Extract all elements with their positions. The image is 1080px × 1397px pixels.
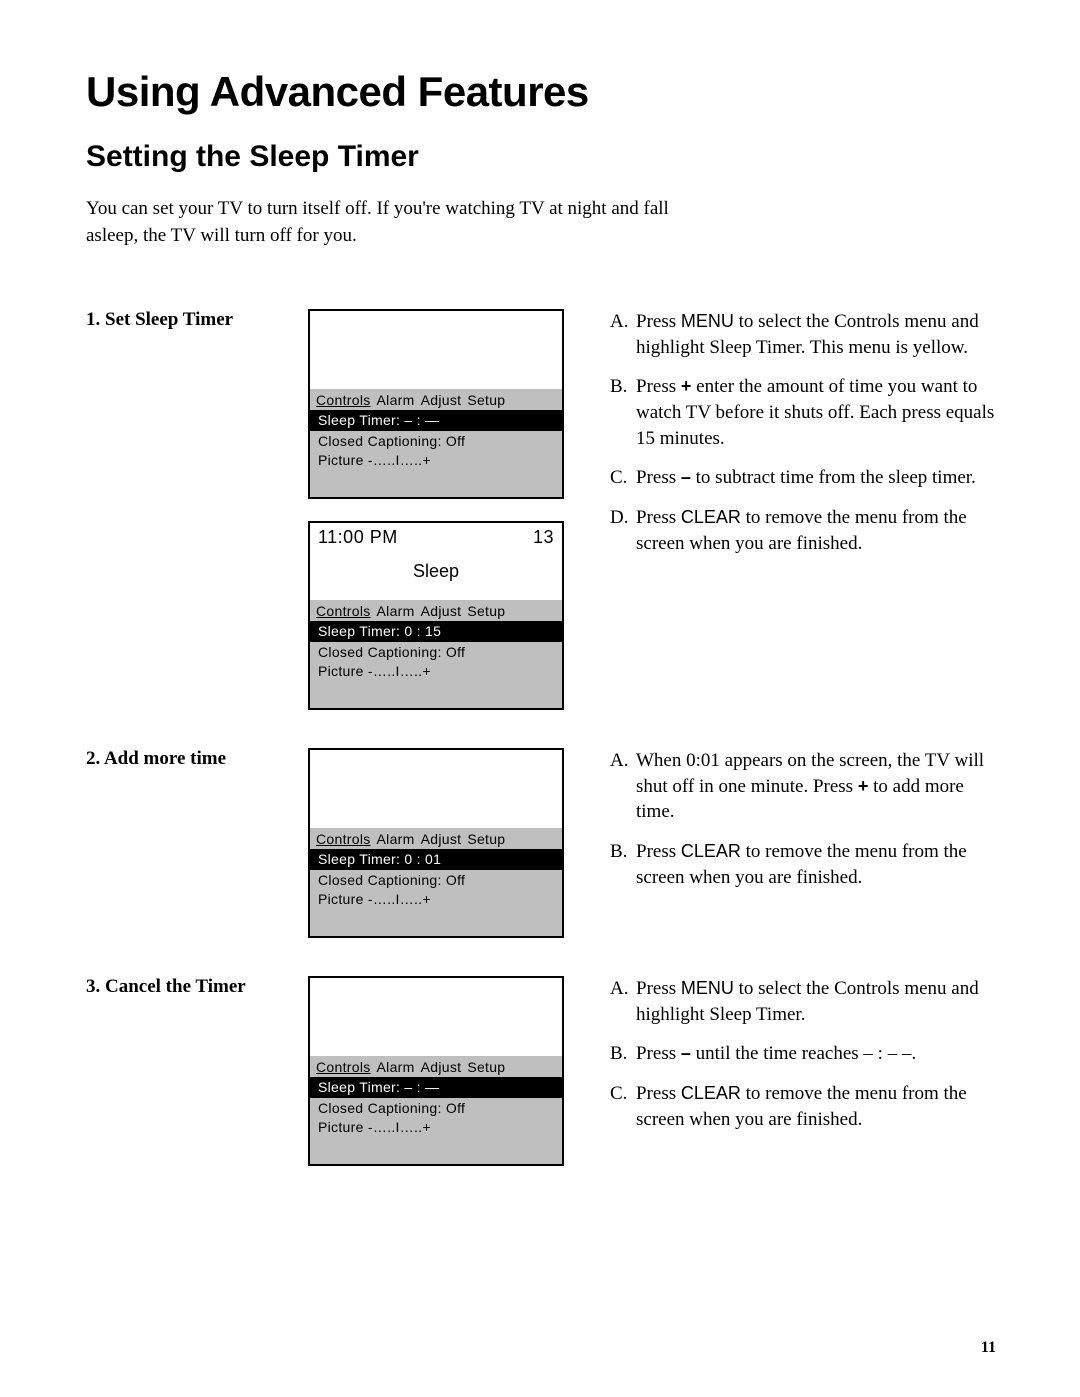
tab-setup: Setup — [467, 603, 505, 619]
tab-alarm: Alarm — [377, 603, 415, 619]
tv-tabs: Controls Alarm Adjust Setup — [310, 828, 562, 849]
tab-adjust: Adjust — [421, 1059, 462, 1075]
page-number: 11 — [981, 1339, 996, 1357]
menu-row-sleep-timer: Sleep Timer: 0 : 01 — [310, 849, 562, 870]
menu-row-picture: Picture -…..I…..+ — [310, 1117, 562, 1136]
section-subtitle: Setting the Sleep Timer — [86, 140, 1000, 174]
instruction-item: B. Press – until the time reaches – : – … — [610, 1041, 1000, 1067]
section-set-sleep-timer: 1. Set Sleep Timer Controls Alarm Adjust… — [86, 309, 1000, 710]
tv-screen: Controls Alarm Adjust Setup Sleep Timer:… — [308, 748, 564, 938]
menu-row-picture: Picture -…..I…..+ — [310, 889, 562, 908]
instruction-letter: D. — [610, 505, 636, 556]
menu-row-sleep-timer: Sleep Timer: 0 : 15 — [310, 621, 562, 642]
intro-paragraph: You can set your TV to turn itself off. … — [86, 196, 706, 249]
instruction-item: C. Press – to subtract time from the sle… — [610, 465, 1000, 491]
menu-row-picture: Picture -…..I…..+ — [310, 450, 562, 469]
tv-screen: 11:00 PM 13 Sleep Controls Alarm Adjust … — [308, 521, 564, 710]
menu-row-sleep-timer: Sleep Timer: – : — — [310, 1077, 562, 1098]
instruction-item: A. Press MENU to select the Controls men… — [610, 309, 1000, 360]
step-label: 1. Set Sleep Timer — [86, 309, 308, 331]
key-clear: CLEAR — [681, 507, 741, 527]
instruction-letter: B. — [610, 1041, 636, 1067]
tab-controls: Controls — [316, 831, 371, 847]
tab-controls: Controls — [316, 392, 371, 408]
tab-alarm: Alarm — [377, 392, 415, 408]
instruction-list: A. Press MENU to select the Controls men… — [610, 309, 1000, 556]
tab-setup: Setup — [467, 392, 505, 408]
step-label: 3. Cancel the Timer — [86, 976, 308, 998]
instruction-item: A. Press MENU to select the Controls men… — [610, 976, 1000, 1027]
tv-screen: Controls Alarm Adjust Setup Sleep Timer:… — [308, 976, 564, 1166]
key-clear: CLEAR — [681, 1083, 741, 1103]
instruction-item: A. When 0:01 appears on the screen, the … — [610, 748, 1000, 825]
key-minus: – — [681, 1043, 691, 1063]
key-clear: CLEAR — [681, 841, 741, 861]
instruction-letter: C. — [610, 465, 636, 491]
tv-screen: Controls Alarm Adjust Setup Sleep Timer:… — [308, 309, 564, 499]
menu-row-cc: Closed Captioning: Off — [310, 870, 562, 889]
tab-setup: Setup — [467, 1059, 505, 1075]
key-minus: – — [681, 467, 691, 487]
instruction-letter: B. — [610, 374, 636, 451]
tab-controls: Controls — [316, 1059, 371, 1075]
tab-adjust: Adjust — [421, 392, 462, 408]
instruction-item: D. Press CLEAR to remove the menu from t… — [610, 505, 1000, 556]
tab-alarm: Alarm — [377, 1059, 415, 1075]
tab-adjust: Adjust — [421, 603, 462, 619]
menu-row-sleep-timer: Sleep Timer: – : — — [310, 410, 562, 431]
tv-tabs: Controls Alarm Adjust Setup — [310, 389, 562, 410]
section-cancel-timer: 3. Cancel the Timer Controls Alarm Adjus… — [86, 976, 1000, 1166]
tv-tabs: Controls Alarm Adjust Setup — [310, 600, 562, 621]
instruction-letter: A. — [610, 976, 636, 1027]
tab-setup: Setup — [467, 831, 505, 847]
menu-row-picture: Picture -…..I…..+ — [310, 661, 562, 680]
section-add-more-time: 2. Add more time Controls Alarm Adjust S… — [86, 748, 1000, 938]
instruction-list: A. When 0:01 appears on the screen, the … — [610, 748, 1000, 890]
step-label: 2. Add more time — [86, 748, 308, 770]
tab-alarm: Alarm — [377, 831, 415, 847]
tab-controls: Controls — [316, 603, 371, 619]
key-plus: + — [681, 376, 692, 396]
instruction-item: B. Press CLEAR to remove the menu from t… — [610, 839, 1000, 890]
instruction-letter: A. — [610, 748, 636, 825]
instruction-item: C. Press CLEAR to remove the menu from t… — [610, 1081, 1000, 1132]
channel-number: 13 — [533, 527, 554, 561]
key-menu: MENU — [681, 311, 734, 331]
key-plus: + — [858, 776, 869, 796]
tv-tabs: Controls Alarm Adjust Setup — [310, 1056, 562, 1077]
key-menu: MENU — [681, 978, 734, 998]
menu-row-cc: Closed Captioning: Off — [310, 431, 562, 450]
sleep-indicator: Sleep — [310, 561, 562, 592]
instruction-letter: A. — [610, 309, 636, 360]
tab-adjust: Adjust — [421, 831, 462, 847]
menu-row-cc: Closed Captioning: Off — [310, 1098, 562, 1117]
instruction-list: A. Press MENU to select the Controls men… — [610, 976, 1000, 1132]
page-title: Using Advanced Features — [86, 68, 1000, 116]
instruction-letter: B. — [610, 839, 636, 890]
instruction-letter: C. — [610, 1081, 636, 1132]
clock-time: 11:00 PM — [318, 527, 398, 561]
instruction-item: B. Press + enter the amount of time you … — [610, 374, 1000, 451]
menu-row-cc: Closed Captioning: Off — [310, 642, 562, 661]
